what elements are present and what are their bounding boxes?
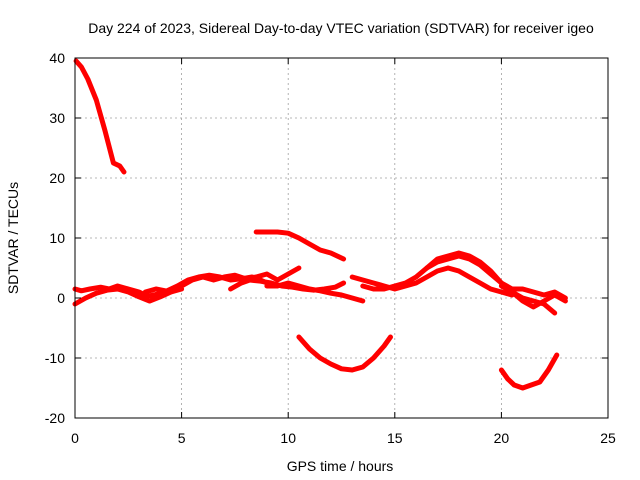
y-tick-label: 20 xyxy=(49,170,65,186)
y-tick-label: 0 xyxy=(57,290,65,306)
series-arc-1 xyxy=(73,58,127,175)
series-arc-10 xyxy=(360,253,568,301)
grid xyxy=(75,58,608,418)
x-tick-label: 0 xyxy=(71,430,79,446)
series-arc-12 xyxy=(498,283,568,310)
series-arc-6 xyxy=(264,280,366,304)
series-arc-3 xyxy=(72,286,185,307)
series-arc-7 xyxy=(253,229,347,262)
series-layer xyxy=(72,58,568,391)
series-arc-11 xyxy=(424,250,558,316)
x-tick-label: 25 xyxy=(600,430,616,446)
y-tick-label: -10 xyxy=(45,350,65,366)
x-tick-label: 10 xyxy=(280,430,296,446)
series-arc-8 xyxy=(296,334,393,373)
y-tick-label: 30 xyxy=(49,110,65,126)
x-tick-label: 15 xyxy=(387,430,403,446)
x-tick-label: 20 xyxy=(494,430,510,446)
y-axis-label: SDTVAR / TECUs xyxy=(5,182,21,294)
series-arc-5 xyxy=(228,277,347,293)
series-arc-9 xyxy=(349,265,515,298)
series-arc-13 xyxy=(498,352,560,391)
x-tick-label: 5 xyxy=(178,430,186,446)
axis-ticks: 0 5 10 15 20 25 -20 -10 0 10 20 30 40 xyxy=(45,50,616,446)
series-arc-4 xyxy=(142,265,302,295)
y-tick-label: 40 xyxy=(49,50,65,66)
x-axis-label: GPS time / hours xyxy=(287,458,394,474)
y-tick-label: -20 xyxy=(45,410,65,426)
chart-title: Day 224 of 2023, Sidereal Day-to-day VTE… xyxy=(88,20,594,36)
y-tick-label: 10 xyxy=(49,230,65,246)
